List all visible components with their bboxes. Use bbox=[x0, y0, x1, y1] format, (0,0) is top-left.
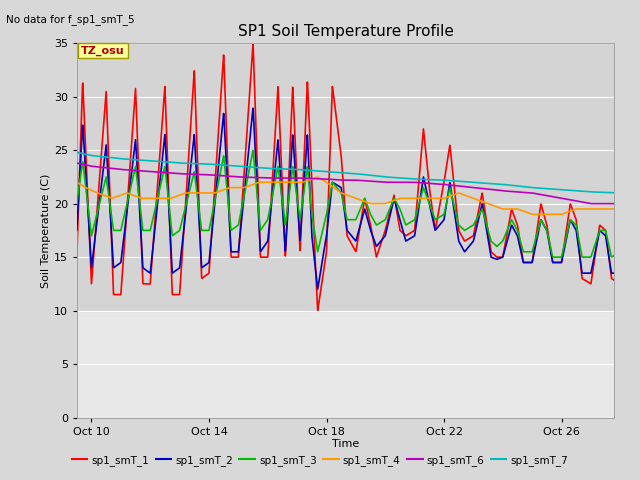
sp1_smT_1 bbox=[249, 42, 257, 48]
sp1_smT_2 bbox=[501, 245, 509, 251]
sp1_smT_1 bbox=[73, 254, 81, 260]
Line: sp1_smT_4: sp1_smT_4 bbox=[77, 177, 620, 215]
sp1_smT_4 bbox=[314, 174, 321, 180]
sp1_smT_3 bbox=[601, 228, 609, 233]
sp1_smT_7 bbox=[616, 190, 624, 196]
sp1_smT_1 bbox=[601, 227, 609, 232]
sp1_smT_3 bbox=[616, 249, 624, 255]
sp1_smT_6 bbox=[616, 201, 624, 206]
sp1_smT_4 bbox=[100, 192, 108, 198]
sp1_smT_6 bbox=[601, 201, 609, 206]
sp1_smT_6 bbox=[587, 201, 595, 206]
sp1_smT_2 bbox=[616, 270, 624, 276]
sp1_smT_2 bbox=[601, 232, 609, 238]
sp1_smT_3 bbox=[249, 148, 257, 154]
Line: sp1_smT_2: sp1_smT_2 bbox=[77, 108, 620, 289]
sp1_smT_4 bbox=[323, 180, 331, 185]
sp1_smT_4 bbox=[73, 180, 81, 185]
sp1_smT_2 bbox=[73, 228, 81, 233]
sp1_smT_4 bbox=[616, 206, 624, 212]
sp1_smT_2 bbox=[314, 286, 321, 292]
sp1_smT_6 bbox=[73, 160, 81, 166]
Line: sp1_smT_6: sp1_smT_6 bbox=[77, 163, 620, 204]
sp1_smT_3 bbox=[549, 254, 557, 260]
X-axis label: Time: Time bbox=[332, 439, 359, 449]
Text: TZ_osu: TZ_osu bbox=[81, 45, 125, 56]
sp1_smT_7 bbox=[100, 154, 108, 160]
sp1_smT_2 bbox=[338, 188, 346, 193]
sp1_smT_6 bbox=[100, 165, 108, 170]
Line: sp1_smT_3: sp1_smT_3 bbox=[77, 151, 620, 257]
Line: sp1_smT_7: sp1_smT_7 bbox=[77, 152, 620, 193]
sp1_smT_4 bbox=[337, 190, 345, 196]
Y-axis label: Soil Temperature (C): Soil Temperature (C) bbox=[41, 173, 51, 288]
sp1_smT_1 bbox=[100, 110, 108, 116]
sp1_smT_7 bbox=[73, 149, 81, 155]
sp1_smT_3 bbox=[323, 209, 331, 215]
sp1_smT_6 bbox=[337, 177, 345, 183]
sp1_smT_7 bbox=[337, 170, 345, 176]
Line: sp1_smT_1: sp1_smT_1 bbox=[77, 45, 620, 311]
sp1_smT_3 bbox=[73, 201, 81, 206]
sp1_smT_1 bbox=[616, 281, 624, 287]
sp1_smT_7 bbox=[323, 168, 330, 174]
Legend: sp1_smT_1, sp1_smT_2, sp1_smT_3, sp1_smT_4, sp1_smT_6, sp1_smT_7: sp1_smT_1, sp1_smT_2, sp1_smT_3, sp1_smT… bbox=[68, 451, 572, 470]
sp1_smT_7 bbox=[600, 190, 608, 195]
sp1_smT_6 bbox=[601, 201, 609, 206]
sp1_smT_1 bbox=[338, 158, 346, 164]
sp1_smT_4 bbox=[501, 206, 509, 212]
sp1_smT_2 bbox=[100, 156, 108, 161]
sp1_smT_3 bbox=[601, 228, 609, 233]
sp1_smT_2 bbox=[249, 106, 257, 111]
sp1_smT_6 bbox=[323, 176, 330, 182]
sp1_smT_1 bbox=[314, 308, 321, 313]
sp1_smT_3 bbox=[501, 233, 509, 239]
sp1_smT_2 bbox=[323, 227, 331, 232]
sp1_smT_4 bbox=[601, 206, 609, 212]
sp1_smT_7 bbox=[501, 182, 509, 188]
Bar bbox=[77, 43, 614, 311]
sp1_smT_4 bbox=[601, 206, 609, 212]
sp1_smT_1 bbox=[501, 240, 509, 246]
sp1_smT_3 bbox=[100, 180, 108, 186]
sp1_smT_3 bbox=[337, 191, 345, 196]
Text: No data for f_sp1_smT_5: No data for f_sp1_smT_5 bbox=[6, 14, 135, 25]
sp1_smT_6 bbox=[501, 188, 509, 194]
sp1_smT_2 bbox=[601, 232, 609, 238]
sp1_smT_4 bbox=[529, 212, 536, 217]
sp1_smT_1 bbox=[323, 229, 331, 235]
Title: SP1 Soil Temperature Profile: SP1 Soil Temperature Profile bbox=[237, 24, 454, 39]
sp1_smT_1 bbox=[601, 227, 609, 233]
sp1_smT_7 bbox=[601, 190, 609, 195]
